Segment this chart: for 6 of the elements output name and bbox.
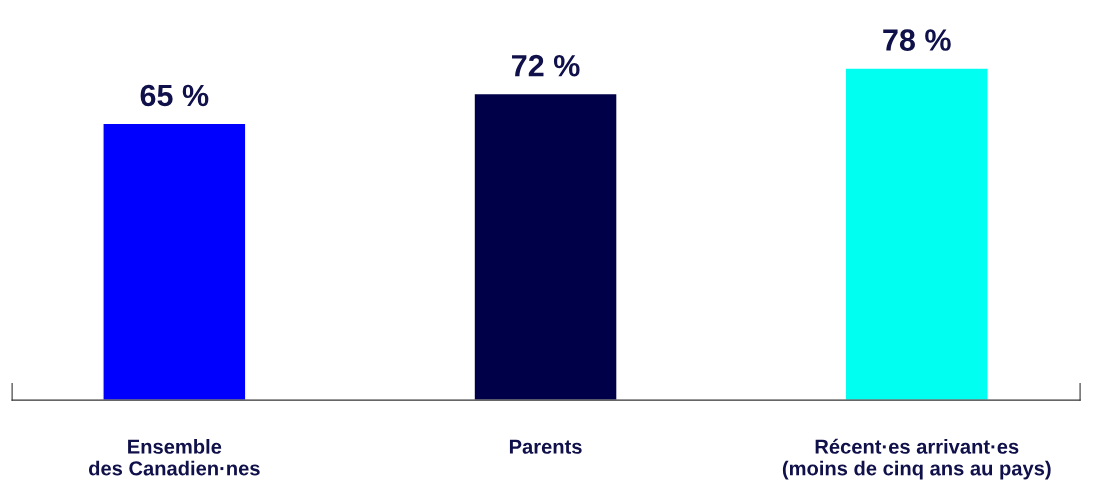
x-tick-label: Récent·es arrivant·es (moins de cinq ans au pays) xyxy=(782,438,1051,480)
data-label: 78 % xyxy=(883,29,951,51)
data-label: 72 % xyxy=(512,54,580,77)
x-tick-label: Parents xyxy=(509,439,582,454)
data-label: 65 % xyxy=(140,84,209,107)
x-tick-label: Ensemble des Canadien·nes xyxy=(88,439,260,476)
